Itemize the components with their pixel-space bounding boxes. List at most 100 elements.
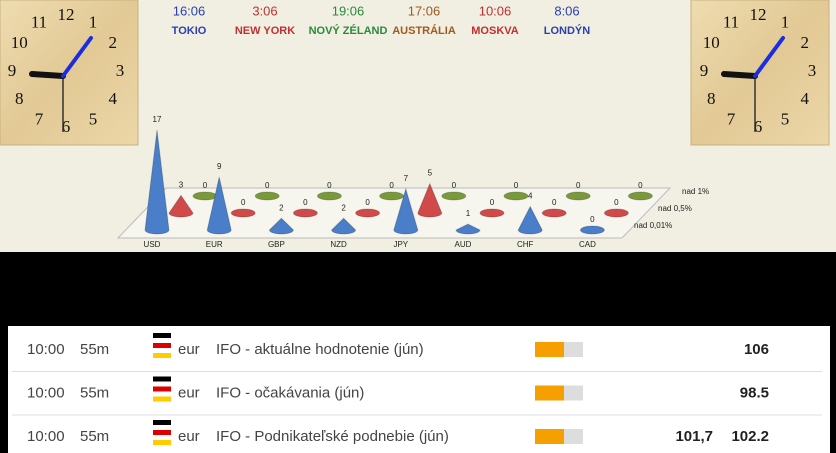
cone — [206, 176, 232, 235]
city-time: 10:06 — [479, 3, 512, 18]
depth-label: nad 0,01% — [634, 221, 672, 230]
data-label: 0 — [552, 198, 557, 207]
data-label: 0 — [452, 181, 457, 190]
time: 10:00 — [27, 341, 65, 358]
clock-number: 12 — [58, 5, 75, 24]
flag-stripe — [153, 376, 171, 382]
clock-number: 11 — [31, 12, 47, 31]
cone — [541, 208, 567, 218]
cone — [393, 187, 419, 235]
x-tick-label: CHF — [517, 240, 534, 249]
data-label: 0 — [638, 181, 643, 190]
city-name: MOSKVA — [471, 25, 519, 37]
x-tick-label: JPY — [393, 240, 408, 249]
clock-number: 6 — [754, 117, 763, 136]
data-label: 0 — [265, 181, 270, 190]
importance-fill — [535, 429, 564, 444]
cone — [254, 191, 280, 201]
importance-fill — [535, 385, 564, 401]
flag-stripe — [153, 386, 171, 392]
data-label: 0 — [303, 198, 308, 207]
flag-stripe — [153, 430, 171, 435]
countdown: 55m — [80, 384, 109, 401]
x-tick-label: CAD — [579, 240, 596, 249]
data-label: 2 — [279, 203, 284, 212]
cone — [627, 191, 653, 201]
data-label: 0 — [514, 181, 519, 190]
clock-number: 7 — [35, 109, 44, 128]
cone — [417, 182, 443, 218]
clock-minute-hand — [61, 36, 93, 78]
clock-number: 6 — [62, 117, 71, 136]
clock-number: 7 — [727, 109, 736, 128]
city-name: TOKIO — [172, 25, 207, 37]
city-time: 3:06 — [252, 3, 277, 18]
data-label: 0 — [576, 181, 581, 190]
clock-number: 3 — [116, 61, 125, 80]
data-label: 0 — [241, 198, 246, 207]
clock-number: 11 — [723, 12, 739, 31]
data-label: 0 — [389, 181, 394, 190]
city-name: NEW YORK — [235, 25, 295, 37]
flag-stripe — [153, 396, 171, 402]
clock-number: 2 — [109, 33, 118, 52]
x-tick-label: EUR — [206, 240, 223, 249]
countdown: 55m — [80, 428, 109, 445]
clock-hour-hand — [721, 71, 758, 79]
clock-number: 8 — [15, 89, 24, 108]
data-label: 0 — [365, 198, 370, 207]
clock-number: 4 — [109, 89, 118, 108]
clock-hour-hand — [29, 71, 66, 79]
city-time: 19:06 — [332, 3, 365, 18]
clock-number: 9 — [700, 61, 709, 80]
depth-label: nad 1% — [682, 187, 709, 196]
value: 102.2 — [731, 428, 769, 445]
data-label: 0 — [490, 198, 495, 207]
clock-number: 5 — [89, 109, 98, 128]
cone — [565, 191, 591, 201]
data-label: 3 — [179, 180, 184, 189]
cone — [355, 208, 381, 218]
clock-face — [0, 0, 139, 146]
clock-number: 9 — [8, 61, 17, 80]
city-time: 8:06 — [554, 3, 579, 18]
cone — [268, 217, 294, 235]
cone — [479, 208, 505, 218]
cone — [331, 217, 357, 235]
cone — [230, 208, 256, 218]
clock-number: 5 — [781, 109, 790, 128]
cone — [168, 194, 194, 218]
data-label: 7 — [404, 174, 409, 183]
clock-number: 8 — [707, 89, 716, 108]
cone — [517, 205, 543, 235]
currency: eur — [178, 428, 200, 445]
cone — [316, 191, 342, 201]
city-name: AUSTRÁLIA — [392, 24, 456, 37]
data-label: 0 — [327, 181, 332, 190]
data-label: 0 — [590, 215, 595, 224]
flag-stripe — [153, 333, 171, 338]
cone — [579, 225, 605, 235]
clock-number: 12 — [750, 5, 767, 24]
flag-stripe — [153, 420, 171, 425]
currency: eur — [178, 384, 200, 401]
flag-stripe — [153, 353, 171, 358]
city-time: 17:06 — [408, 3, 441, 18]
cone — [503, 191, 529, 201]
cone — [455, 223, 481, 235]
clock-number: 2 — [801, 33, 810, 52]
clock-number: 1 — [781, 12, 790, 31]
previous: 101,7 — [675, 428, 713, 445]
importance-fill — [535, 342, 564, 357]
city-name: LONDÝN — [544, 24, 591, 37]
cone — [292, 208, 318, 218]
clock-number: 10 — [11, 33, 28, 52]
flag-stripe — [153, 343, 171, 348]
data-label: 9 — [217, 162, 222, 171]
time: 10:00 — [27, 428, 65, 445]
x-tick-label: USD — [144, 240, 161, 249]
x-tick-label: NZD — [330, 240, 347, 249]
currency: eur — [178, 341, 200, 358]
